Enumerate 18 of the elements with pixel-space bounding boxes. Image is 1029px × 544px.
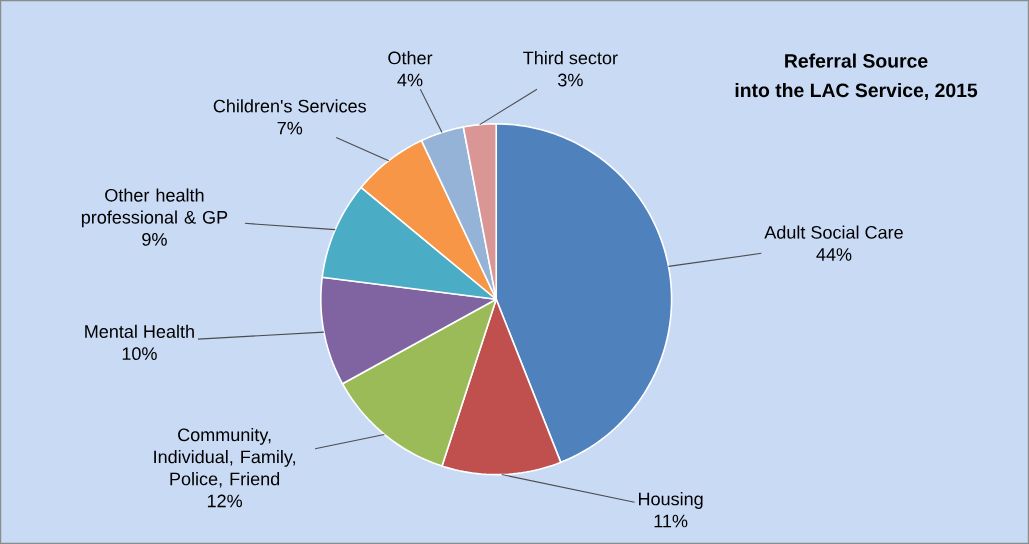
data-label: 44%	[816, 248, 852, 261]
text: into the LAC Service, 2015	[735, 82, 978, 101]
data-label: 7%	[277, 121, 303, 135]
slice-label: Community, Individual, Family, Police, Friend	[154, 428, 295, 488]
data-label: 9%	[142, 233, 167, 246]
slice-label: Children's Services	[213, 99, 366, 113]
slice-label: Housing	[639, 492, 703, 509]
data-label: 3%	[558, 73, 583, 87]
data-label: 12%	[207, 494, 243, 508]
chart-title: Referral Source	[785, 53, 928, 68]
data-label: 4%	[397, 73, 423, 87]
slice-label: Other health professional & GP	[81, 188, 228, 228]
slice-label: Other	[388, 51, 433, 65]
slice-label: Mental Health	[85, 324, 194, 338]
data-label: 11%	[654, 514, 688, 528]
slice-label: Third sector	[523, 51, 618, 65]
slice-label: Adult Social Care	[764, 225, 903, 239]
data-label: 10%	[122, 347, 157, 361]
